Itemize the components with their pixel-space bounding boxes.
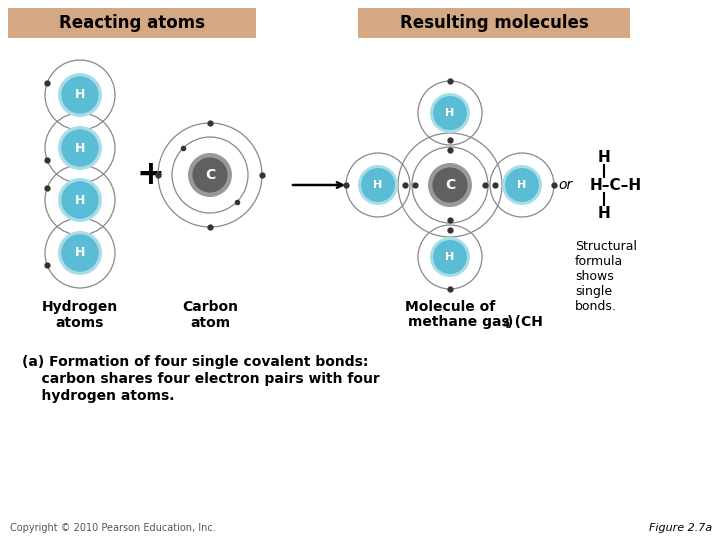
- Circle shape: [433, 240, 467, 274]
- Text: H: H: [518, 180, 526, 190]
- Text: C: C: [445, 178, 455, 192]
- Text: 4: 4: [503, 320, 510, 330]
- Text: Reacting atoms: Reacting atoms: [59, 14, 205, 32]
- Circle shape: [58, 126, 102, 170]
- Circle shape: [58, 231, 102, 275]
- Circle shape: [430, 237, 470, 277]
- Circle shape: [361, 168, 395, 202]
- Circle shape: [358, 165, 398, 205]
- Circle shape: [61, 181, 99, 219]
- Circle shape: [430, 93, 470, 133]
- Text: carbon shares four electron pairs with four: carbon shares four electron pairs with f…: [22, 372, 379, 386]
- Circle shape: [505, 168, 539, 202]
- Circle shape: [61, 76, 99, 114]
- Text: H: H: [75, 89, 85, 102]
- Circle shape: [433, 96, 467, 130]
- Circle shape: [192, 157, 228, 193]
- Text: Molecule of: Molecule of: [405, 300, 495, 314]
- Circle shape: [61, 234, 99, 272]
- Text: H: H: [446, 252, 454, 262]
- Text: C: C: [205, 168, 215, 182]
- Circle shape: [188, 153, 232, 197]
- Circle shape: [433, 167, 467, 202]
- Text: or: or: [558, 178, 572, 192]
- Text: H–C–H: H–C–H: [590, 178, 642, 192]
- Text: Hydrogen
atoms: Hydrogen atoms: [42, 300, 118, 330]
- Text: Structural
formula
shows
single
bonds.: Structural formula shows single bonds.: [575, 240, 637, 313]
- Text: (a) Formation of four single covalent bonds:: (a) Formation of four single covalent bo…: [22, 355, 369, 369]
- Circle shape: [61, 129, 99, 167]
- Text: Figure 2.7a: Figure 2.7a: [649, 523, 712, 533]
- Text: +: +: [136, 159, 164, 192]
- FancyBboxPatch shape: [8, 8, 256, 38]
- Text: Carbon
atom: Carbon atom: [182, 300, 238, 330]
- FancyBboxPatch shape: [358, 8, 630, 38]
- Text: H: H: [75, 141, 85, 154]
- Text: ): ): [507, 315, 513, 329]
- Text: H: H: [75, 193, 85, 206]
- Text: H: H: [446, 108, 454, 118]
- Text: methane gas (CH: methane gas (CH: [408, 315, 543, 329]
- Text: H: H: [598, 150, 611, 165]
- Circle shape: [502, 165, 542, 205]
- Circle shape: [428, 163, 472, 207]
- Circle shape: [58, 178, 102, 222]
- Text: H: H: [75, 246, 85, 260]
- Text: hydrogen atoms.: hydrogen atoms.: [22, 389, 174, 403]
- Text: H: H: [374, 180, 382, 190]
- Text: H: H: [598, 206, 611, 220]
- Text: Resulting molecules: Resulting molecules: [400, 14, 588, 32]
- Text: Copyright © 2010 Pearson Education, Inc.: Copyright © 2010 Pearson Education, Inc.: [10, 523, 216, 533]
- Circle shape: [58, 73, 102, 117]
